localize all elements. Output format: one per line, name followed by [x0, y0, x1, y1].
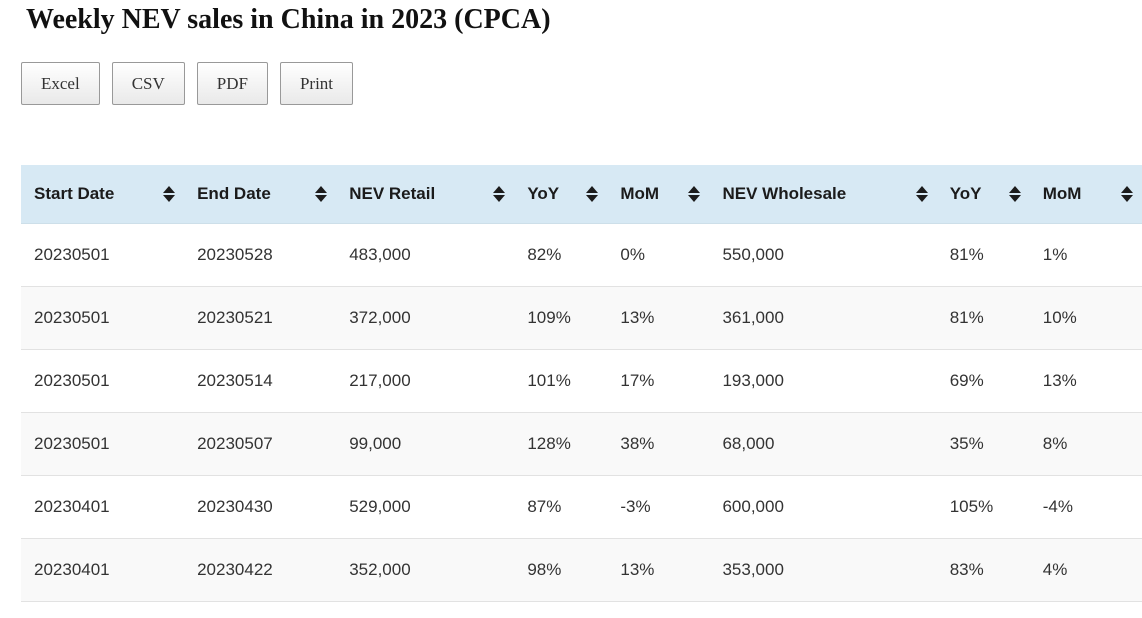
- table-cell: 193,000: [722, 371, 784, 391]
- table-cell: 82%: [527, 245, 562, 265]
- table-header: Start Date End Date NEV Retail YoY: [21, 165, 1142, 225]
- table-cell: 69%: [949, 371, 984, 391]
- sort-both-icon[interactable]: [163, 186, 176, 203]
- column-header-mom-wholesale[interactable]: MoM: [1029, 165, 1142, 225]
- table-cell: 35%: [949, 434, 984, 454]
- page-title: Weekly NEV sales in China in 2023 (CPCA): [26, 4, 551, 35]
- column-header-yoy-wholesale[interactable]: YoY: [936, 165, 1030, 225]
- column-label: NEV Retail: [349, 184, 436, 204]
- column-header-end-date[interactable]: End Date: [184, 165, 337, 225]
- table-cell: 550,000: [722, 245, 784, 265]
- column-label: NEV Wholesale: [722, 184, 847, 204]
- sort-both-icon[interactable]: [1008, 186, 1021, 203]
- table-cell: 98%: [527, 560, 562, 580]
- table-cell: 17%: [620, 371, 655, 391]
- print-button[interactable]: Print: [279, 62, 354, 106]
- excel-export-button[interactable]: Excel: [21, 62, 100, 106]
- table-cell: 20230422: [197, 560, 273, 580]
- table-cell: 8%: [1042, 434, 1068, 454]
- column-label: YoY: [949, 184, 982, 204]
- table-cell: 20230528: [197, 245, 273, 265]
- column-label: YoY: [527, 184, 560, 204]
- nev-sales-table: Start Date End Date NEV Retail YoY: [21, 165, 1142, 602]
- table-cell: 20230507: [197, 434, 273, 454]
- column-header-yoy-retail[interactable]: YoY: [514, 165, 608, 225]
- table-cell: 352,000: [349, 560, 411, 580]
- table-cell: 81%: [949, 308, 984, 328]
- table-cell: 20230401: [34, 560, 110, 580]
- table-cell: 361,000: [722, 308, 784, 328]
- table-cell: 13%: [1042, 371, 1077, 391]
- column-label: MoM: [1042, 184, 1082, 204]
- sort-both-icon[interactable]: [1121, 186, 1133, 203]
- table-cell: 353,000: [722, 560, 784, 580]
- table-cell: 529,000: [349, 497, 411, 517]
- table-cell: -3%: [620, 497, 651, 517]
- page: Weekly NEV sales in China in 2023 (CPCA)…: [21, 4, 1142, 602]
- table-cell: 101%: [527, 371, 571, 391]
- table-cell: 10%: [1042, 308, 1077, 328]
- table-cell: -4%: [1042, 497, 1073, 517]
- table-cell: 38%: [620, 434, 655, 454]
- table-row: 20230501 20230507 99,000 128% 38% 68,000 35% 8%: [21, 412, 1142, 476]
- sort-both-icon[interactable]: [493, 186, 506, 203]
- table-row: 20230401 20230422 352,000 98% 13% 353,000 83% 4…: [21, 538, 1142, 602]
- table-cell: 128%: [527, 434, 571, 454]
- table-cell: 20230514: [197, 371, 273, 391]
- pdf-export-button[interactable]: PDF: [196, 62, 268, 106]
- column-header-mom-retail[interactable]: MoM: [607, 165, 710, 225]
- sort-both-icon[interactable]: [688, 186, 701, 203]
- column-label: Start Date: [34, 184, 115, 204]
- table-cell: 217,000: [349, 371, 411, 391]
- export-toolbar: Excel CSV PDF Print: [21, 62, 1142, 106]
- table-cell: 4%: [1042, 560, 1068, 580]
- table-body: 20230501 20230528 483,000 82% 0% 550,000 81% 1%…: [21, 223, 1142, 602]
- table-cell: 372,000: [349, 308, 411, 328]
- table-cell: 13%: [620, 560, 655, 580]
- column-header-nev-retail[interactable]: NEV Retail: [336, 165, 515, 225]
- table-row: 20230501 20230514 217,000 101% 17% 193,000 69%…: [21, 349, 1142, 413]
- table-cell: 20230501: [34, 245, 110, 265]
- sort-both-icon[interactable]: [586, 186, 599, 203]
- table-cell: 600,000: [722, 497, 784, 517]
- table-cell: 20230430: [197, 497, 273, 517]
- table-cell: 99,000: [349, 434, 402, 454]
- table-cell: 20230401: [34, 497, 110, 517]
- table-cell: 20230501: [34, 371, 110, 391]
- column-label: End Date: [197, 184, 271, 204]
- table-header-row: Start Date End Date NEV Retail YoY: [21, 165, 1142, 225]
- table-row: 20230401 20230430 529,000 87% -3% 600,000 105%…: [21, 475, 1142, 539]
- table-row: 20230501 20230521 372,000 109% 13% 361,000 81%…: [21, 286, 1142, 350]
- table-cell: 109%: [527, 308, 571, 328]
- table-cell: 87%: [527, 497, 562, 517]
- sort-both-icon[interactable]: [315, 186, 328, 203]
- table-row: 20230501 20230528 483,000 82% 0% 550,000 81% 1%: [21, 223, 1142, 287]
- table-cell: 13%: [620, 308, 655, 328]
- table-cell: 81%: [949, 245, 984, 265]
- table-cell: 0%: [620, 245, 645, 265]
- table-cell: 68,000: [722, 434, 775, 454]
- csv-export-button[interactable]: CSV: [111, 62, 185, 106]
- column-header-nev-wholesale[interactable]: NEV Wholesale: [709, 165, 937, 225]
- table-cell: 20230521: [197, 308, 273, 328]
- table-cell: 20230501: [34, 434, 110, 454]
- nev-sales-table-container: Start Date End Date NEV Retail YoY: [21, 165, 1142, 602]
- table-cell: 483,000: [349, 245, 411, 265]
- table-cell: 105%: [949, 497, 994, 517]
- table-cell: 83%: [949, 560, 984, 580]
- column-label: MoM: [620, 184, 660, 204]
- sort-both-icon[interactable]: [915, 186, 928, 203]
- table-cell: 1%: [1042, 245, 1068, 265]
- column-header-start-date[interactable]: Start Date: [21, 165, 185, 225]
- table-cell: 20230501: [34, 308, 110, 328]
